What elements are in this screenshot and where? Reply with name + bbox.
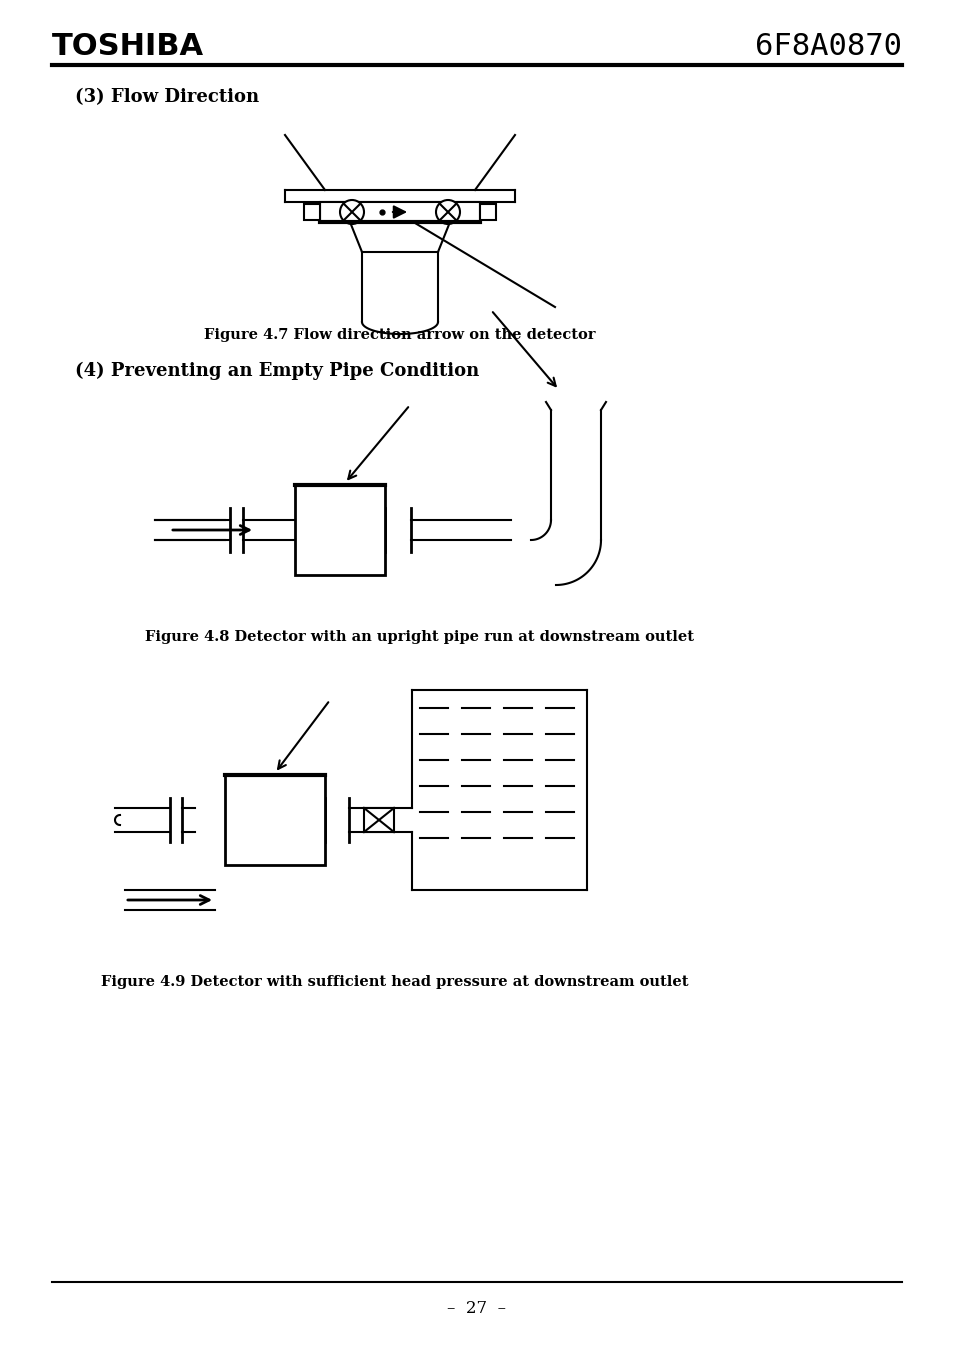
Text: (4) Preventing an Empty Pipe Condition: (4) Preventing an Empty Pipe Condition	[75, 362, 478, 381]
Circle shape	[339, 200, 364, 224]
Text: TOSHIBA: TOSHIBA	[52, 32, 204, 61]
Text: (3) Flow Direction: (3) Flow Direction	[75, 88, 259, 107]
Text: Figure 4.7 Flow direction arrow on the detector: Figure 4.7 Flow direction arrow on the d…	[204, 328, 595, 342]
Bar	[364, 809, 394, 832]
Text: –  27  –: – 27 –	[447, 1300, 506, 1318]
Text: 6F8A0870: 6F8A0870	[754, 32, 901, 61]
Bar	[479, 204, 496, 220]
Bar	[294, 485, 385, 575]
Text: Figure 4.8 Detector with an upright pipe run at downstream outlet: Figure 4.8 Detector with an upright pipe…	[146, 630, 694, 644]
Text: Figure 4.9 Detector with sufficient head pressure at downstream outlet: Figure 4.9 Detector with sufficient head…	[101, 975, 688, 990]
Bar	[304, 204, 319, 220]
Bar	[225, 775, 325, 865]
Bar	[319, 202, 479, 221]
Circle shape	[436, 200, 459, 224]
